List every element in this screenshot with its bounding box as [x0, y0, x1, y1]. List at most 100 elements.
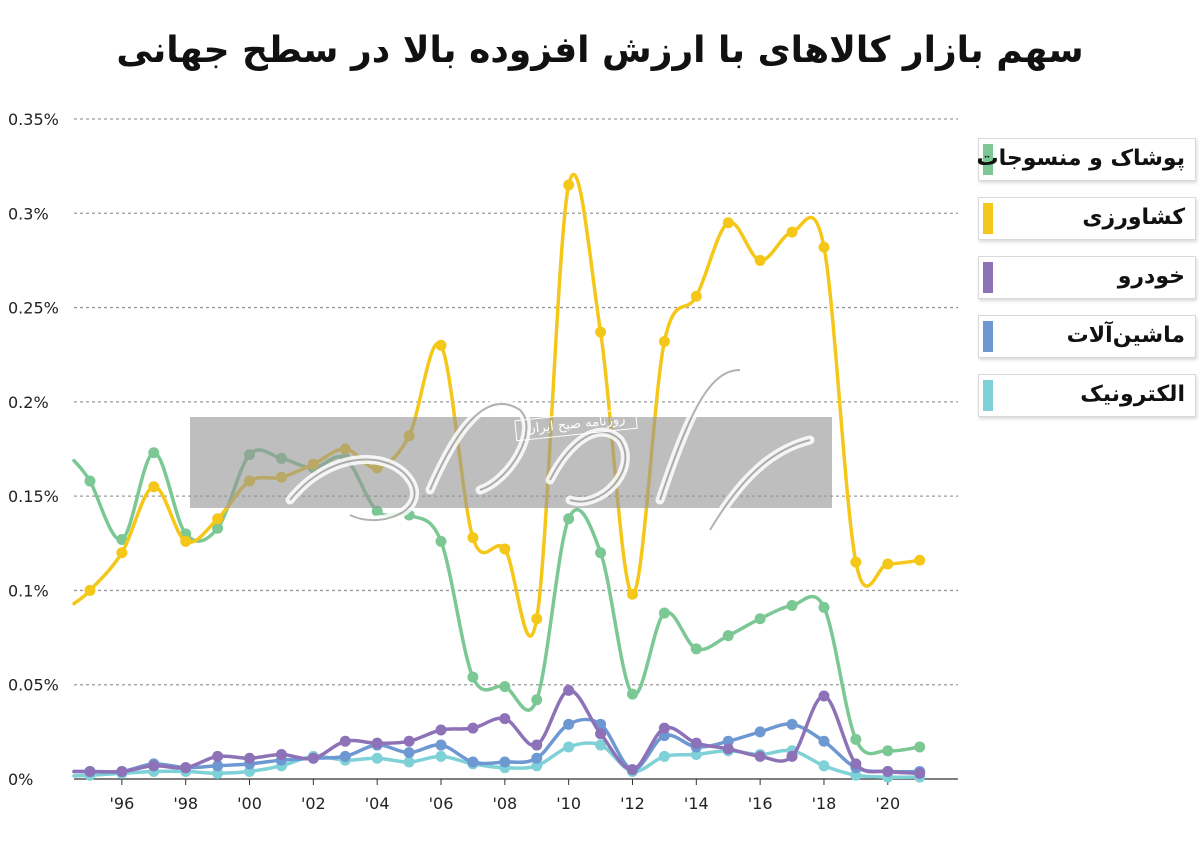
data-point: [658, 750, 670, 762]
legend-item-automotive[interactable]: خودرو: [978, 256, 1196, 299]
data-point: [818, 241, 830, 253]
x-tick-label: '16: [748, 794, 773, 813]
data-point: [690, 737, 702, 749]
legend-label: الکترونیک: [1080, 382, 1185, 407]
data-point: [722, 743, 734, 755]
data-point: [850, 758, 862, 770]
data-point: [563, 684, 575, 696]
data-point: [180, 762, 192, 774]
data-point: [148, 481, 160, 493]
x-tick-label: '12: [620, 794, 645, 813]
data-point: [850, 769, 862, 781]
data-point: [882, 558, 894, 570]
data-point: [531, 694, 543, 706]
data-point: [690, 748, 702, 760]
legend-item-electronics[interactable]: الکترونیک: [978, 374, 1196, 417]
data-point: [722, 630, 734, 642]
legend-swatch: [983, 144, 993, 175]
legend-item-apparel[interactable]: پوشاک و منسوجات: [976, 138, 1196, 181]
data-point: [371, 505, 383, 517]
x-tick-label: '06: [429, 794, 454, 813]
data-point: [371, 752, 383, 764]
data-point: [84, 584, 96, 596]
data-point: [531, 760, 543, 772]
data-point: [563, 741, 575, 753]
data-point: [882, 745, 894, 757]
data-point: [754, 726, 766, 738]
data-point: [818, 690, 830, 702]
data-point: [786, 750, 798, 762]
legend-label: پوشاک و منسوجات: [976, 146, 1185, 171]
series-line: [72, 717, 922, 774]
legend-swatch: [983, 203, 993, 234]
data-point: [467, 756, 479, 768]
data-point: [339, 750, 351, 762]
data-point: [754, 254, 766, 266]
data-point: [563, 513, 575, 525]
data-point: [467, 722, 479, 734]
x-tick-label: '08: [492, 794, 517, 813]
data-point: [531, 752, 543, 764]
data-point: [499, 543, 511, 555]
data-point: [690, 290, 702, 302]
series-line: [72, 741, 922, 779]
data-point: [275, 748, 287, 760]
data-point: [435, 750, 447, 762]
data-point: [626, 588, 638, 600]
data-point: [435, 535, 447, 547]
data-point: [786, 226, 798, 238]
data-point: [467, 671, 479, 683]
data-point: [212, 513, 224, 525]
data-point: [818, 760, 830, 772]
x-tick-label: '02: [301, 794, 326, 813]
data-point: [339, 735, 351, 747]
data-point: [499, 713, 511, 725]
legend-swatch: [983, 321, 993, 352]
y-tick-label: 0.25%: [8, 299, 59, 318]
data-point: [563, 718, 575, 730]
axes: [74, 778, 958, 785]
data-point: [722, 735, 734, 747]
data-point: [371, 737, 383, 749]
data-point: [914, 741, 926, 753]
data-point: [212, 767, 224, 779]
data-point: [244, 765, 256, 777]
y-tick-label: 0.1%: [8, 581, 49, 600]
legend: پوشاک و منسوجات کشاورزی خودرو ماشین‌آلات…: [976, 138, 1196, 433]
x-tick-label: '18: [812, 794, 837, 813]
x-tick-label: '20: [875, 794, 900, 813]
x-tick-label: '00: [237, 794, 262, 813]
data-point: [882, 765, 894, 777]
data-point: [658, 730, 670, 742]
data-point: [626, 764, 638, 776]
data-point: [754, 613, 766, 625]
legend-item-machinery[interactable]: ماشین‌آلات: [978, 315, 1196, 358]
data-point: [531, 613, 543, 625]
data-point: [786, 600, 798, 612]
legend-swatch: [983, 380, 993, 411]
data-point: [212, 522, 224, 534]
data-point: [531, 739, 543, 751]
data-point: [914, 767, 926, 779]
data-point: [467, 532, 479, 544]
data-point: [148, 760, 160, 772]
legend-label: خودرو: [1117, 264, 1185, 289]
x-tick-label: '10: [556, 794, 581, 813]
legend-swatch: [983, 262, 993, 293]
data-point: [754, 750, 766, 762]
data-point: [116, 534, 128, 546]
data-point: [658, 607, 670, 619]
legend-item-agriculture[interactable]: کشاورزی: [978, 197, 1196, 240]
x-tick-label: '96: [109, 794, 134, 813]
data-point: [499, 681, 511, 693]
data-point: [818, 735, 830, 747]
chart-title: سهم بازار کالاهای با ارزش افزوده بالا در…: [116, 30, 1084, 71]
tick-labels: 0% 0.05% 0.1% 0.15% 0.2% 0.25% 0.3% 0.35% '96 '98…: [8, 110, 900, 813]
data-point: [595, 547, 607, 559]
y-tick-label: 0.05%: [8, 676, 59, 695]
data-point: [84, 475, 96, 487]
data-point: [84, 765, 96, 777]
x-tick-label: '04: [365, 794, 390, 813]
data-point: [212, 750, 224, 762]
